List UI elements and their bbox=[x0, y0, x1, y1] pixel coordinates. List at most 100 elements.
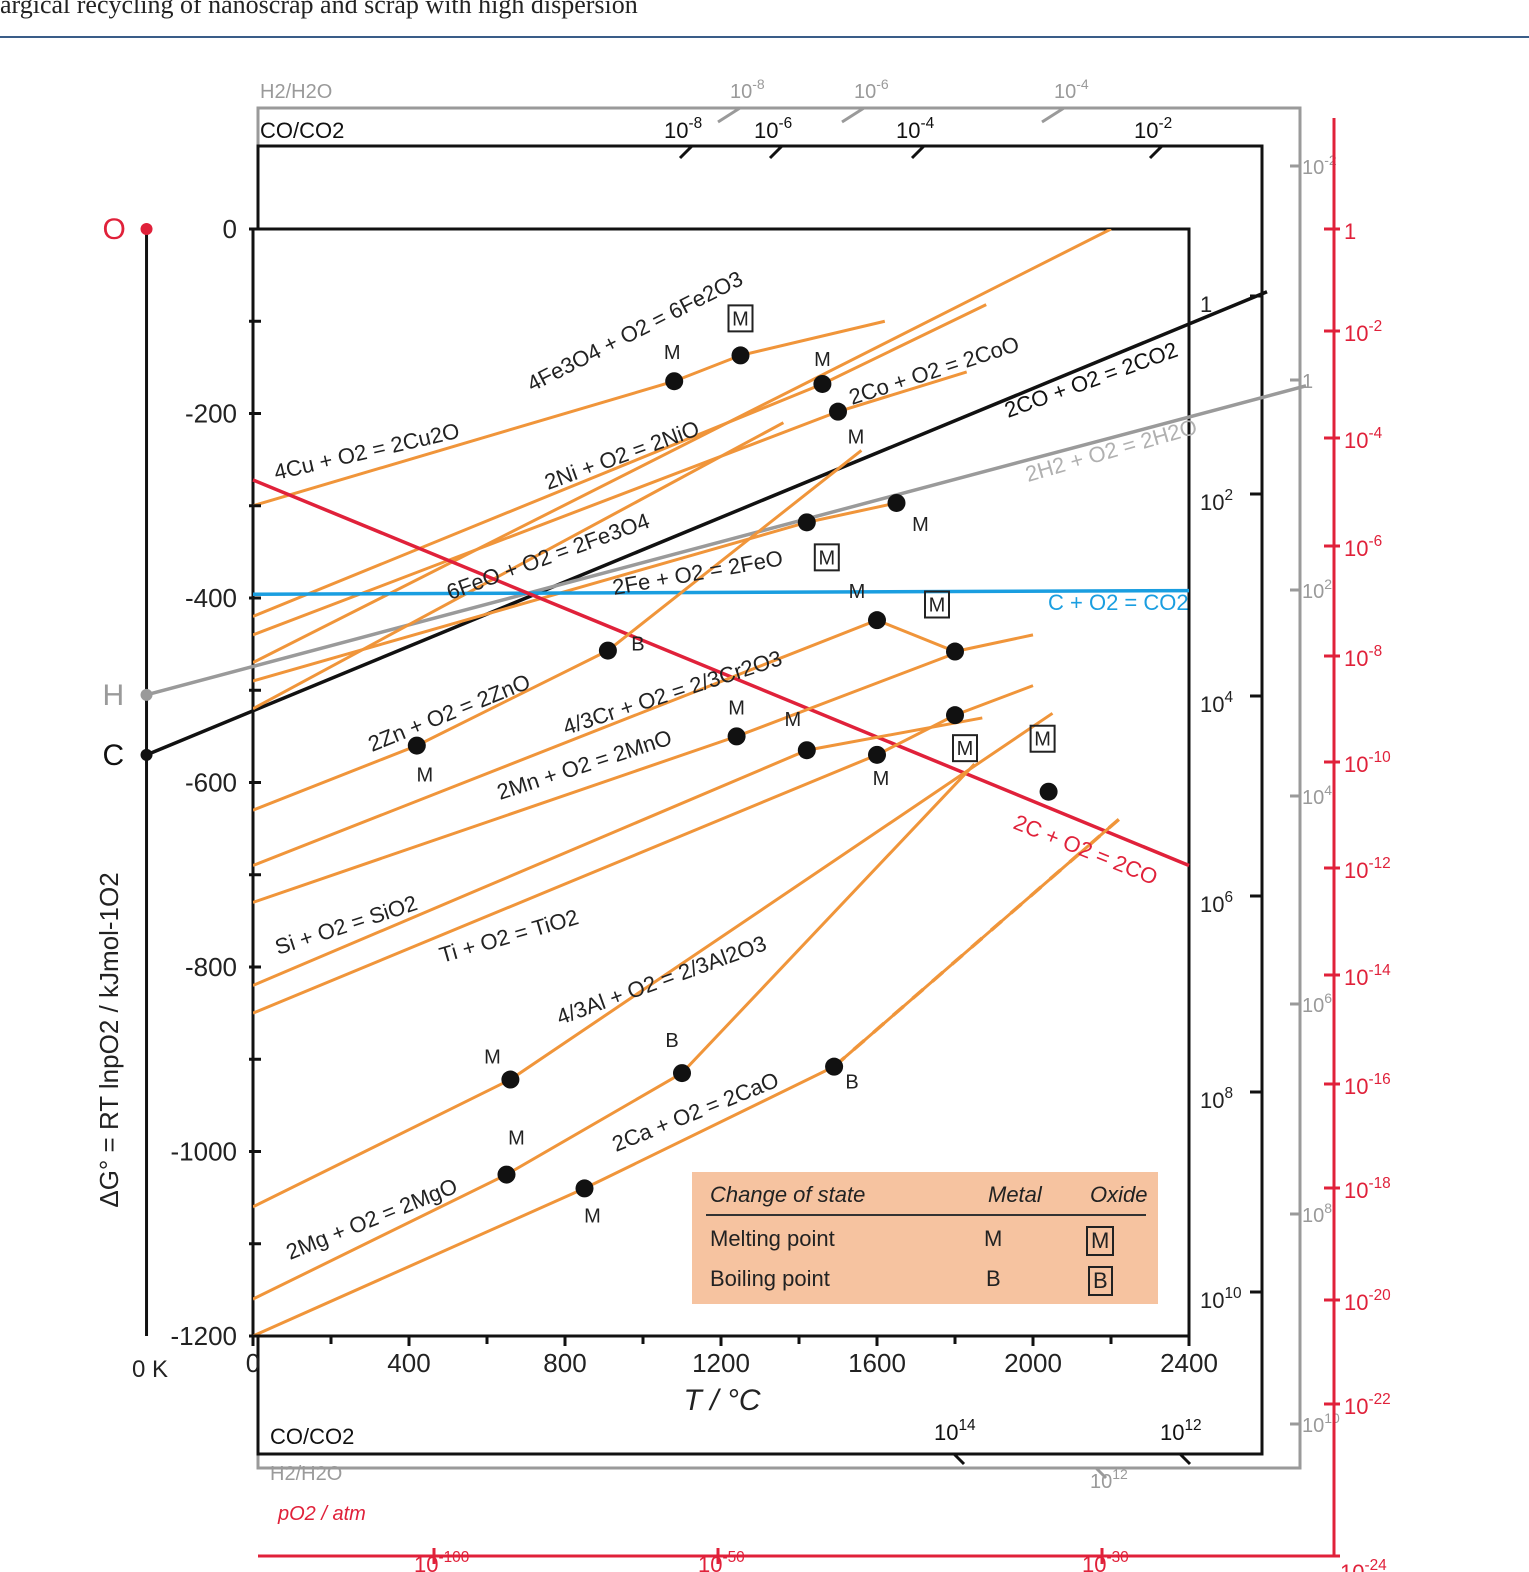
right-po2-tick-label-9: 10-18 bbox=[1344, 1175, 1391, 1203]
legend-boiling-label: Boiling point bbox=[710, 1266, 830, 1291]
point-label-4: M bbox=[818, 547, 835, 569]
bottom-h2-tick-0 bbox=[1094, 1466, 1108, 1480]
series-line-2co-o2-2co2 bbox=[145, 290, 1268, 757]
right-h2-tick-label-6: 1010 bbox=[1302, 1410, 1340, 1437]
top-co-tick-label-3: 10-2 bbox=[1134, 115, 1172, 143]
point-label-1: M bbox=[732, 308, 749, 330]
y-tick-label-6: -1200 bbox=[171, 1321, 238, 1351]
point-label-2: M bbox=[814, 349, 831, 371]
right-po2-tick-label-12: 10-24 bbox=[1340, 1557, 1387, 1572]
series-line-4fe3o4-o2-6fe2o3 bbox=[253, 229, 1112, 664]
top-co-tick-label-2: 10-4 bbox=[896, 115, 935, 143]
right-h2-tick-label-2: 102 bbox=[1302, 576, 1332, 603]
series-line-4-3cr-o2-2-3cr2o3 bbox=[253, 618, 1034, 867]
series-line-ti-o2-tio2 bbox=[253, 684, 1034, 1015]
right-po2-tick-label-1: 10-2 bbox=[1344, 318, 1382, 346]
x-tick-label-6: 2400 bbox=[1160, 1348, 1218, 1378]
right-po2-tick-label-3: 10-6 bbox=[1344, 533, 1382, 561]
x-tick-label-3: 1200 bbox=[692, 1348, 750, 1378]
right-po2-tick-label-11: 10-22 bbox=[1344, 1391, 1391, 1419]
point-12 bbox=[868, 745, 886, 764]
point-label-box-14 bbox=[1029, 724, 1056, 753]
bottom-co-tick-1 bbox=[1178, 1452, 1192, 1466]
point-10 bbox=[727, 727, 746, 746]
plot-frame bbox=[251, 227, 1191, 1338]
legend-rule bbox=[706, 1214, 1146, 1216]
point-label-5: M bbox=[912, 514, 929, 536]
top-co-tick-label-1: 10-6 bbox=[754, 115, 792, 143]
right-h2-tick-label-3: 104 bbox=[1302, 782, 1332, 809]
right-po2-tick-label-4: 10-8 bbox=[1344, 643, 1382, 671]
axis-layer: 0 400 800 1200 1600 2000 2400 0 -200 -400 -600 -800… bbox=[103, 213, 1218, 1378]
point-3 bbox=[829, 402, 847, 421]
point-label-0: M bbox=[664, 342, 681, 364]
nomogram-point-o bbox=[140, 223, 153, 235]
right-po2-tick-label-8: 10-16 bbox=[1344, 1071, 1391, 1099]
y-axis-title: ΔG° = RT lnpO2 / kJmol-1O2 bbox=[94, 872, 124, 1207]
right-po2-tick-label-10: 10-20 bbox=[1344, 1287, 1391, 1315]
point-17 bbox=[825, 1057, 844, 1076]
point-label-13: M bbox=[957, 738, 974, 760]
right-po2-tick-label-6: 10-12 bbox=[1344, 855, 1391, 883]
point-label-box-13 bbox=[952, 734, 978, 763]
point-8 bbox=[946, 642, 964, 661]
point-label-7: M bbox=[849, 581, 866, 603]
x-tick-label-5: 2000 bbox=[1004, 1348, 1062, 1378]
point-6 bbox=[598, 641, 617, 660]
reaction-label-c-o2-co2: C + O2 = CO2 bbox=[1048, 590, 1189, 615]
series-line-4cu-o2-2cu2o bbox=[253, 319, 886, 508]
right-po2-tick-label-7: 10-14 bbox=[1344, 962, 1391, 990]
series-line-2ca-dashed bbox=[832, 818, 1120, 1068]
point-15 bbox=[501, 1070, 520, 1089]
bottom-co-label: CO/CO2 bbox=[270, 1424, 354, 1449]
legend-melting-oxide: M bbox=[1086, 1226, 1115, 1256]
legend-row-boiling: Boiling point B B bbox=[692, 1262, 1158, 1298]
x-tick-label-2: 800 bbox=[543, 1348, 586, 1378]
y-tick-label-1: -200 bbox=[185, 399, 237, 429]
point-2 bbox=[813, 374, 832, 393]
point-label-6: B bbox=[631, 634, 644, 656]
y-tick-label-4: -800 bbox=[185, 952, 237, 982]
right-co-tick-label-5: 1010 bbox=[1200, 1285, 1242, 1313]
po2-label: pO2 / atm bbox=[277, 1503, 366, 1525]
nomogram-point-c bbox=[140, 748, 153, 761]
bottom-h2-label: H2/H2O bbox=[270, 1463, 342, 1485]
point-4 bbox=[797, 513, 816, 532]
series-line-2mg-o2-2mgo bbox=[253, 763, 976, 1301]
legend-header-metal: Metal bbox=[988, 1182, 1042, 1207]
point-label-10: M bbox=[728, 697, 745, 719]
top-h2-tick-label-1: 10-6 bbox=[854, 76, 889, 103]
point-1 bbox=[731, 346, 750, 365]
legend-melting-metal: M bbox=[984, 1226, 1003, 1251]
page-header: argical recycling of nanoscrap and scrap… bbox=[0, 0, 1529, 38]
right-co-tick-label-1: 102 bbox=[1200, 487, 1233, 515]
point-16 bbox=[673, 1064, 691, 1083]
point-label-box-4 bbox=[813, 543, 840, 572]
top-co-tick-3 bbox=[1148, 144, 1164, 160]
point-14 bbox=[1039, 782, 1058, 801]
point-7 bbox=[868, 611, 886, 630]
right-h2-tick-label-0: 10-2 bbox=[1302, 152, 1337, 179]
bottom-co-tick-label-0: 1014 bbox=[934, 1417, 976, 1445]
nomogram-point-h bbox=[140, 688, 153, 701]
right-co-tick-label-0: 1 bbox=[1200, 292, 1212, 317]
point-19 bbox=[575, 1179, 594, 1198]
right-h2-tick-label-1: 1 bbox=[1302, 371, 1313, 393]
point-label-3: M bbox=[848, 427, 865, 449]
series-line-6feo-o2-2fe3o4 bbox=[253, 421, 785, 711]
point-5 bbox=[887, 493, 906, 512]
bottom-h2-tick-label-0: 1012 bbox=[1090, 1466, 1128, 1493]
scale-layer: 10-8 10-6 10-4 10-2 10-8 10-6 10-4 1 102 104 106 10… bbox=[258, 76, 1391, 1572]
top-co-label: CO/CO2 bbox=[260, 118, 344, 143]
bottom-po2-tick-label-1: 10-50 bbox=[698, 1549, 745, 1572]
right-co-tick-label-3: 106 bbox=[1200, 889, 1233, 917]
point-18 bbox=[497, 1165, 516, 1184]
legend-header-change: Change of state bbox=[710, 1182, 866, 1207]
point-label-11: M bbox=[784, 709, 801, 731]
top-h2-tick-2 bbox=[1041, 106, 1065, 124]
y-tick-label-5: -1000 bbox=[171, 1137, 238, 1167]
page-header-text: argical recycling of nanoscrap and scrap… bbox=[0, 0, 638, 19]
top-h2-tick-1 bbox=[841, 106, 865, 124]
top-h2-tick-label-2: 10-4 bbox=[1054, 76, 1089, 103]
